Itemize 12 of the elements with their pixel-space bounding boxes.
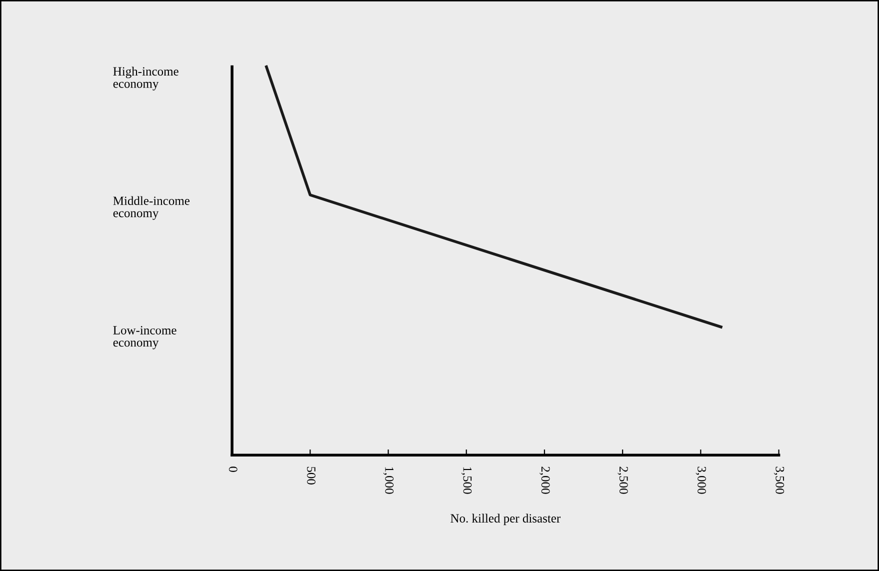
text: Low-income economy <box>113 326 176 350</box>
x-tick-label: 3,500 <box>774 466 784 494</box>
x-tick-label: 0 <box>228 466 238 472</box>
x-tick-label: 1,500 <box>461 467 472 494</box>
text: Middle-income economy <box>113 196 190 220</box>
text: High-income economy <box>113 66 178 90</box>
x-axis-title: No. killed per disaster <box>450 514 561 526</box>
x-tick-label: 500 <box>307 466 316 484</box>
x-tick-label: 1,000 <box>383 467 394 494</box>
x-tick-label: 3,000 <box>696 466 706 494</box>
x-tick-label: 2,000 <box>540 466 550 494</box>
x-tick-label: 2,500 <box>618 466 628 494</box>
